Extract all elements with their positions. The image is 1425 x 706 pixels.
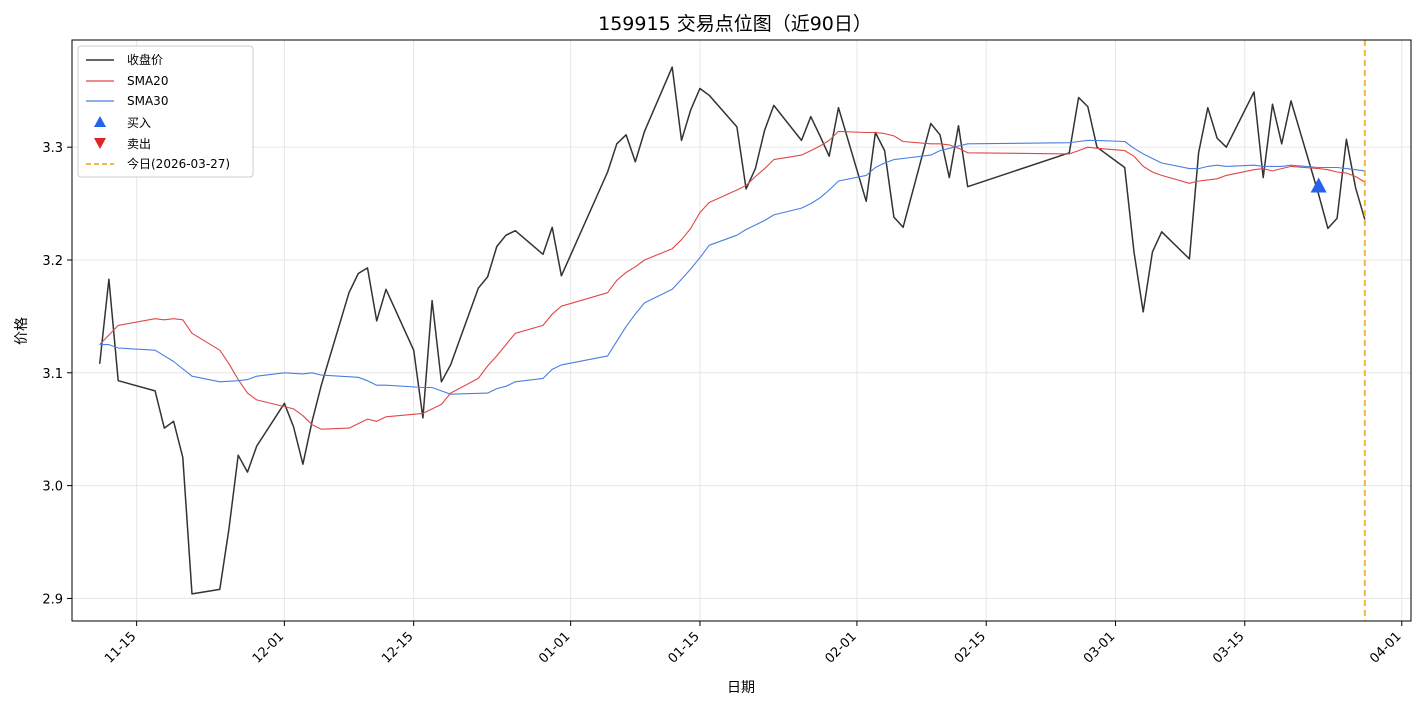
- marker-layer: [1310, 40, 1366, 621]
- sma20-line: [99, 130, 1366, 430]
- x-tick-label: 12-15: [379, 629, 416, 666]
- y-tick-label: 2.9: [42, 592, 63, 607]
- x-axis-label: 日期: [727, 680, 755, 696]
- y-axis: 2.9 3.0 3.1 3.2 3.3: [42, 141, 72, 607]
- y-axis-label: 价格: [14, 317, 30, 345]
- x-tick-label: 11-15: [102, 629, 139, 666]
- legend-label-sma20: SMA20: [127, 74, 168, 88]
- legend-label-sma30: SMA30: [127, 94, 168, 108]
- legend: 收盘价 SMA20 SMA30 买入 卖出 今日(2026-03-27): [77, 45, 254, 178]
- legend-label-close: 收盘价: [127, 52, 163, 67]
- y-tick-label: 3.0: [42, 480, 63, 495]
- x-tick-label: 12-01: [250, 629, 287, 666]
- y-tick-label: 3.1: [42, 367, 63, 382]
- x-tick-label: 02-01: [822, 629, 859, 666]
- buy-marker: [1310, 177, 1327, 193]
- close-price-line: [98, 66, 1366, 595]
- x-tick-label: 03-01: [1081, 629, 1118, 666]
- legend-box: [77, 45, 254, 178]
- y-tick-label: 3.2: [42, 254, 63, 269]
- x-tick-label: 01-15: [665, 629, 702, 666]
- chart-title: 159915 交易点位图（近90日）: [598, 13, 872, 35]
- legend-label-today: 今日(2026-03-27): [127, 156, 230, 171]
- x-axis: 11-15 12-01 12-15 01-01 01-15 02-01 02-15 03-01…: [102, 621, 1405, 667]
- x-tick-label: 02-15: [952, 629, 989, 666]
- legend-sell-triangle-icon: [94, 138, 106, 149]
- grid: [72, 40, 1411, 621]
- plot-frame: [71, 39, 1412, 622]
- y-tick-label: 3.3: [42, 141, 63, 156]
- x-tick-label: 04-01: [1367, 629, 1404, 666]
- sma30-line: [99, 139, 1365, 395]
- legend-label-buy: 买入: [127, 116, 151, 130]
- legend-buy-triangle-icon: [94, 116, 106, 127]
- series-layer: [98, 66, 1366, 595]
- x-tick-label: 01-01: [536, 629, 573, 666]
- legend-label-sell: 卖出: [127, 137, 151, 151]
- x-tick-label: 03-15: [1210, 629, 1247, 666]
